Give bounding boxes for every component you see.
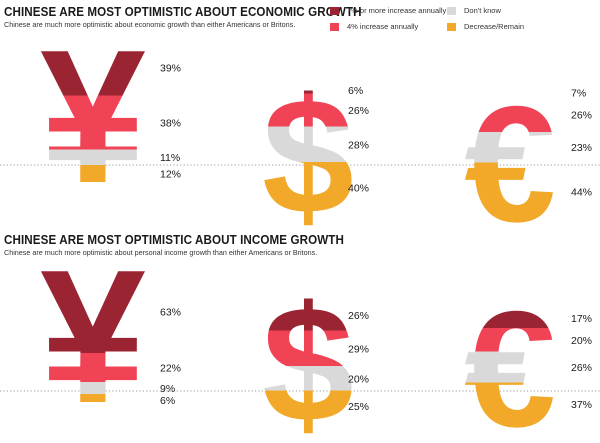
legend: 7% or more increase annually 4% increase… (330, 6, 600, 46)
value-label-yuan-seven-plus: 63% (160, 307, 181, 319)
value-label-euro-seven-plus: 17% (571, 313, 592, 325)
legend-swatch-four (330, 22, 339, 31)
value-label-dollar-seven-plus: 26% (348, 310, 369, 322)
value-label-dollar-dont-know: 28% (348, 139, 369, 151)
income-subtitle: Chinese are much more optimistic about p… (4, 248, 318, 257)
legend-item-decrease: Decrease/Remain (447, 22, 524, 31)
value-label-yuan-decrease: 12% (160, 168, 181, 180)
income-title: CHINESE ARE MOST OPTIMISTIC ABOUT INCOME… (4, 233, 344, 247)
value-label-dollar-four: 29% (348, 343, 369, 355)
value-label-euro-decrease: 44% (571, 187, 592, 199)
legend-label-seven-plus: 7% or more increase annually (347, 6, 447, 15)
value-label-dollar-seven-plus: 6% (348, 85, 363, 97)
value-label-euro-decrease: 37% (571, 399, 592, 411)
legend-swatch-decrease (447, 22, 456, 31)
legend-swatch-dont-know (447, 6, 456, 15)
value-label-yuan-four: 22% (160, 363, 181, 375)
economic-subtitle: Chinese are much more optimistic about e… (4, 20, 296, 29)
value-label-euro-four: 20% (571, 335, 592, 347)
value-label-dollar-decrease: 25% (348, 401, 369, 413)
value-label-yuan-dont-know: 11% (160, 152, 180, 164)
value-label-euro-dont-know: 23% (571, 142, 592, 154)
value-labels: 39% 38% 11% 12% 6% 26% 28% 40% 7% 26% 23% 44% 63% 22%… (160, 63, 592, 413)
currency-glyph-euro: € (464, 277, 556, 443)
legend-label-decrease: Decrease/Remain (464, 22, 525, 31)
legend-label-four: 4% increase annually (347, 22, 419, 31)
legend-label-dont-know: Don't know (464, 6, 501, 15)
currency-glyph-euro: € (464, 72, 556, 256)
baseline-dividers (0, 164, 600, 392)
currency-glyph-dollar: $ (262, 272, 354, 443)
value-label-euro-dont-know: 26% (571, 362, 592, 374)
value-label-dollar-dont-know: 20% (348, 373, 369, 385)
economic-title: CHINESE ARE MOST OPTIMISTIC ABOUT ECONOM… (4, 5, 362, 19)
currency-glyphs: ¥ $ € ¥ $ € (40, 11, 556, 443)
value-label-yuan-four: 38% (160, 117, 181, 129)
legend-item-four: 4% increase annually (330, 22, 418, 31)
value-label-yuan-seven-plus: 39% (160, 63, 181, 75)
currency-glyph-yuan: ¥ (40, 11, 146, 223)
legend-swatch-seven-plus (330, 6, 339, 15)
currency-glyph-dollar: $ (262, 64, 354, 248)
value-label-euro-four: 26% (571, 110, 592, 122)
value-label-euro-seven-plus: 7% (571, 88, 586, 100)
value-label-dollar-four: 26% (348, 105, 369, 117)
value-label-dollar-decrease: 40% (348, 183, 369, 195)
legend-item-seven-plus: 7% or more increase annually (330, 6, 446, 15)
value-label-yuan-decrease: 6% (160, 395, 175, 407)
currency-glyph-yuan: ¥ (40, 231, 146, 443)
value-label-yuan-dont-know: 9% (160, 383, 175, 395)
legend-item-dont-know: Don't know (447, 6, 501, 15)
